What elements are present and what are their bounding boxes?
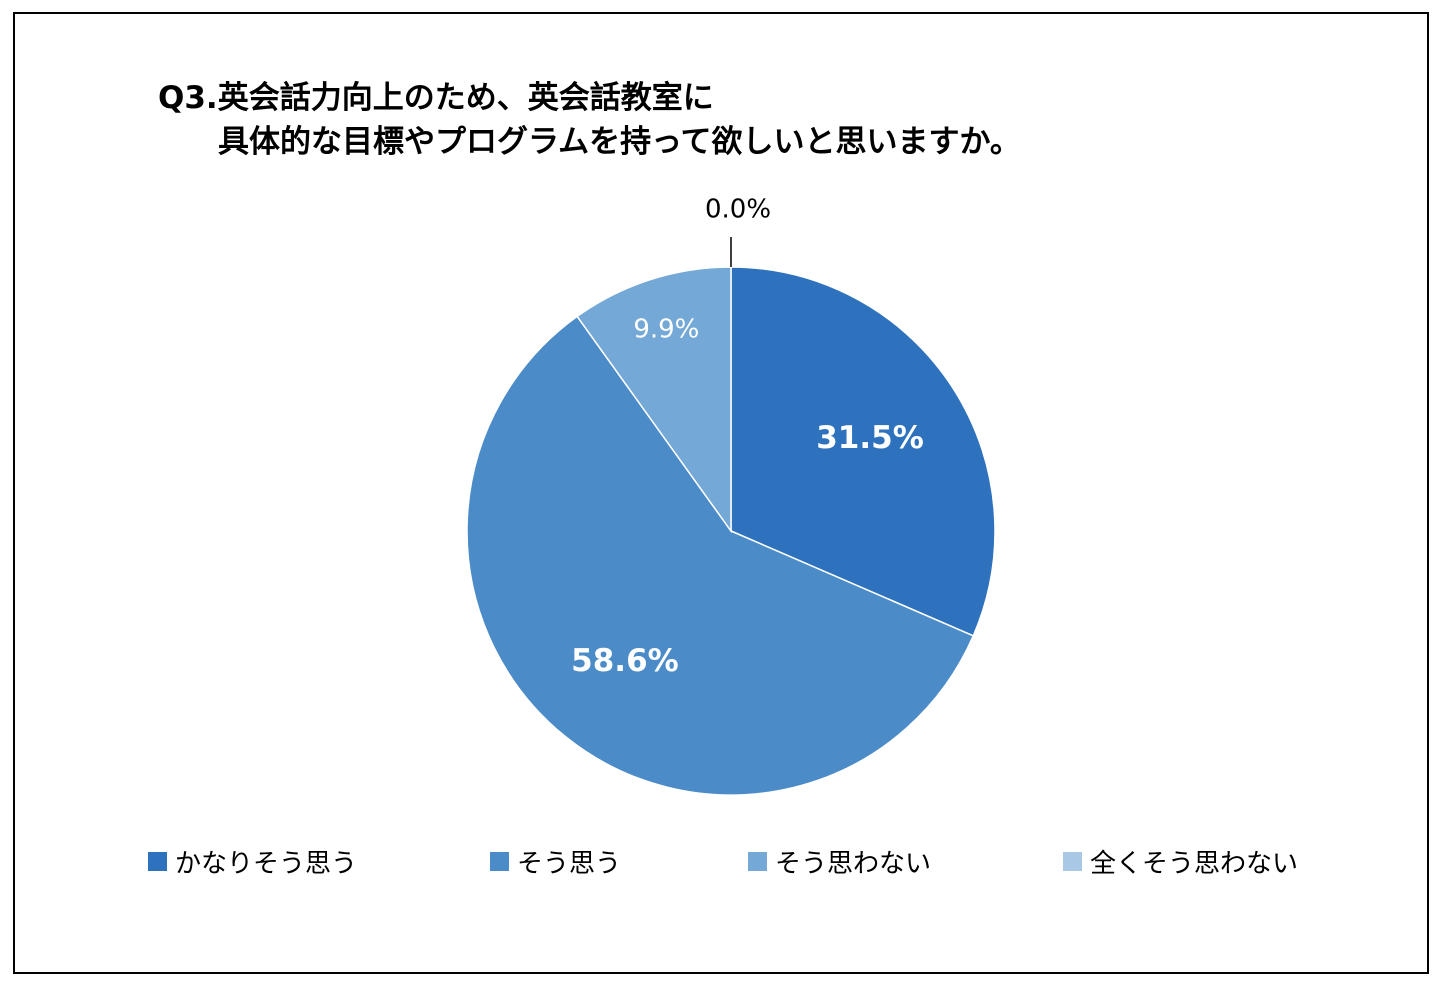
pie-slice-1 (730, 266, 996, 637)
pie-label-1: 31.5% (816, 420, 924, 456)
legend-swatch-3 (748, 851, 767, 871)
legend-item-3: そう思わない (748, 843, 931, 879)
pie-labels: 31.5% 58.6% 9.9% 0.0% (571, 195, 924, 680)
legend-item-2: そう思う (490, 843, 621, 879)
legend-label-2: そう思う (517, 848, 622, 879)
legend-item-4: 全くそう思わない (1063, 843, 1298, 879)
chart-title-line1: Q3.英会話力向上のため、英会話教室に (158, 80, 714, 116)
pie-slice-3 (576, 266, 732, 534)
chart-title-line2: 具体的な目標やプログラムを持って欲しいと思いますか。 (218, 124, 1021, 160)
legend: かなりそう思う そう思う そう思わない 全くそう思わない (0, 843, 1442, 879)
legend-label-1: かなりそう思う (175, 848, 358, 879)
chart-title: Q3.英会話力向上のため、英会話教室に 具体的な目標やプログラムを持って欲しいと… (158, 76, 1021, 164)
legend-swatch-1 (148, 851, 167, 871)
legend-label-4: 全くそう思わない (1090, 848, 1299, 879)
pie-slices (466, 266, 996, 796)
legend-label-3: そう思わない (775, 848, 932, 879)
legend-swatch-4 (1063, 851, 1082, 871)
pie-label-3: 9.9% (633, 314, 699, 344)
pie-label-4: 0.0% (705, 195, 771, 225)
pie-label-2: 58.6% (571, 643, 679, 679)
legend-item-1: かなりそう思う (148, 843, 357, 879)
legend-swatch-2 (490, 851, 509, 871)
pie-slice-2 (466, 315, 975, 796)
